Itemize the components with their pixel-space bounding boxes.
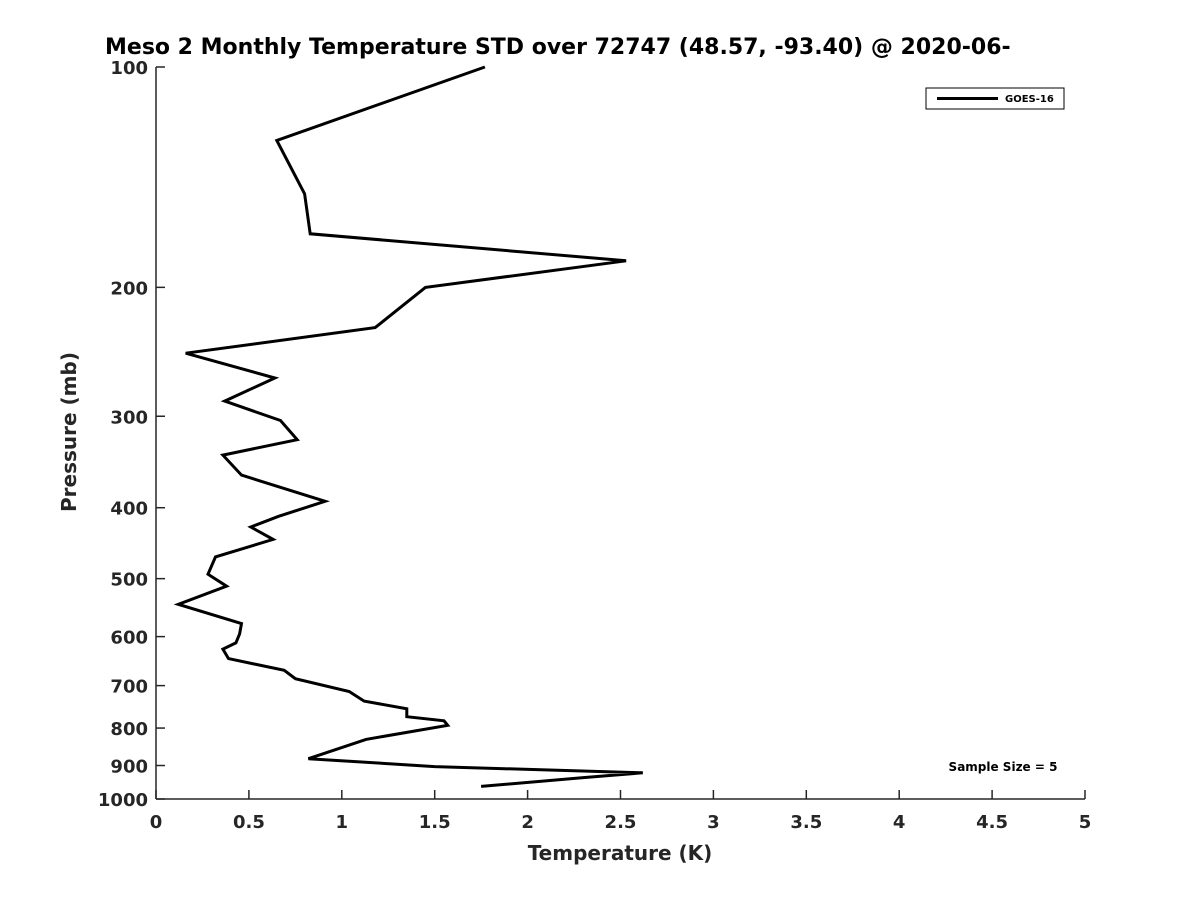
chart-title: Meso 2 Monthly Temperature STD over 7274… [105, 35, 1011, 60]
x-tick-label: 2 [521, 812, 534, 833]
x-axis-label: Temperature (K) [528, 841, 713, 865]
x-tick-label: 1.5 [419, 812, 451, 833]
sample-size-note: Sample Size = 5 [949, 760, 1058, 774]
series-layer [173, 65, 643, 788]
y-tick-label: 800 [110, 719, 148, 740]
legend-label-goes-16: GOES-16 [1005, 94, 1054, 105]
x-tick-label: 2.5 [605, 812, 637, 833]
y-tick-label: 500 [110, 570, 148, 591]
x-tick-label: 5 [1079, 812, 1092, 833]
y-tick-label: 900 [110, 757, 148, 778]
y-tick-label: 400 [110, 499, 148, 520]
x-tick-label: 0 [150, 812, 163, 833]
x-tick-label: 3 [707, 812, 720, 833]
y-tick-label: 200 [110, 278, 148, 299]
y-tick-label: 1000 [98, 790, 148, 811]
legend: GOES-16 [925, 87, 1065, 110]
y-ticks: 100 200 300 400 500 600 700 800 900 1000 [98, 58, 165, 811]
y-tick-label: 700 [110, 677, 148, 698]
x-ticks: 0 0.5 1 1.5 2 2.5 3 3.5 4 4.5 5 [150, 790, 1092, 833]
y-axis-label: Pressure (mb) [57, 352, 81, 512]
x-tick-label: 4 [893, 812, 906, 833]
y-tick-label: 100 [110, 58, 148, 79]
y-tick-label: 600 [110, 628, 148, 649]
x-tick-label: 0.5 [233, 812, 265, 833]
y-tick-label: 300 [110, 407, 148, 428]
series-line-goes-16 [173, 65, 643, 788]
x-tick-label: 3.5 [790, 812, 822, 833]
x-tick-label: 4.5 [976, 812, 1008, 833]
x-tick-label: 1 [336, 812, 349, 833]
